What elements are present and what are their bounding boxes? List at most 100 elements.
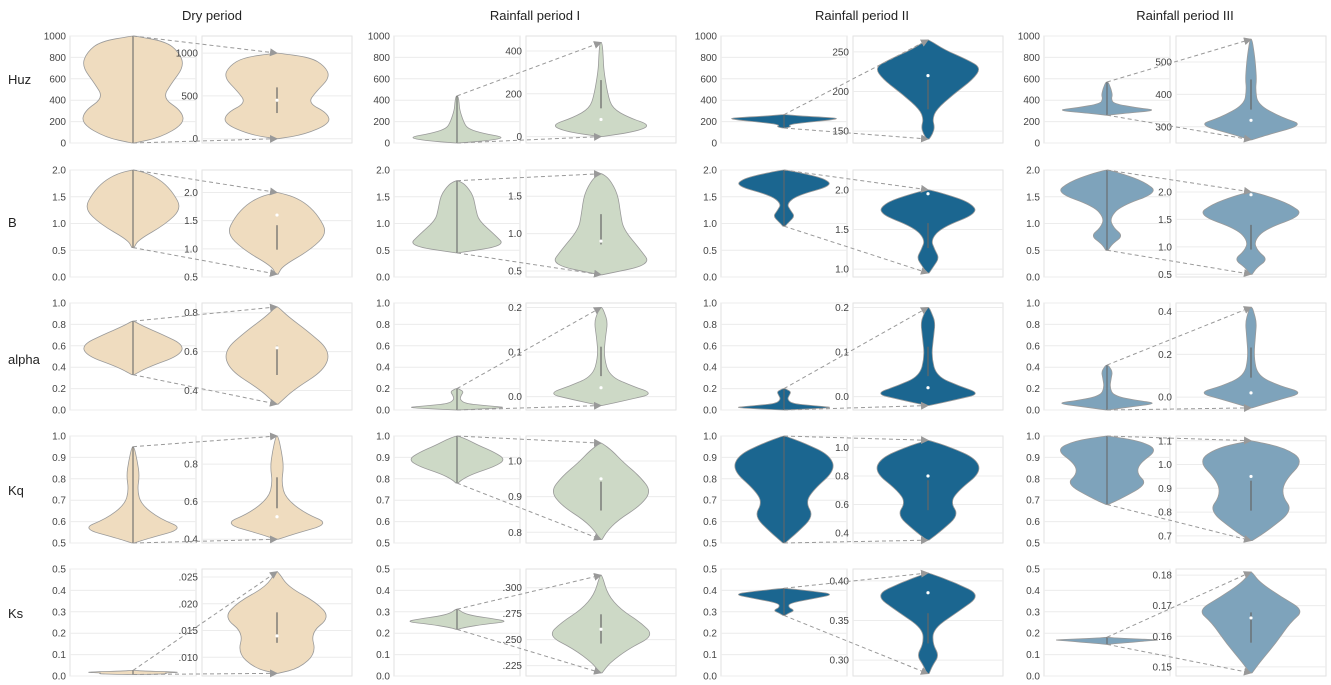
main-axes-frame: [1043, 568, 1171, 677]
main-tick-label: 0.1: [376, 650, 390, 661]
main-tick-label: 0.2: [52, 384, 66, 395]
zoom-tick-label: 1.5: [1158, 215, 1172, 226]
zoom-tick-label: 0.1: [508, 348, 522, 359]
zoom-axes-frame: [852, 35, 1004, 144]
connector-arrow-bottom: [783, 614, 929, 675]
zoom-tick-label: 0: [516, 132, 522, 143]
main-tick-label: 0.0: [1026, 273, 1040, 284]
zoom-tick-label: 1.1: [1158, 436, 1172, 447]
main-tick-label: 1000: [44, 32, 67, 43]
main-tick-label: 0.2: [376, 384, 390, 395]
main-tick-label: 600: [1023, 74, 1040, 85]
main-tick-label: 0.0: [376, 273, 390, 284]
connector-arrow-bottom: [132, 247, 278, 277]
main-tick-label: 0.4: [376, 363, 390, 374]
connector-arrow-bottom: [1106, 249, 1252, 278]
zoom-median-point: [599, 117, 603, 122]
zoom-axes-frame: [852, 302, 1004, 411]
main-tick-label: 0.6: [376, 341, 390, 352]
zoom-tick-label: 300: [1155, 122, 1172, 133]
main-tick-label: 600: [373, 74, 390, 85]
main-tick-label: 0.2: [703, 629, 717, 640]
zoom-axes-frame: [201, 35, 353, 144]
row-label-huz: Huz: [8, 72, 32, 87]
zoom-tick-label: 0.8: [835, 471, 849, 482]
main-tick-label: 0.6: [703, 517, 717, 528]
main-tick-label: 1.5: [1026, 192, 1040, 203]
connector-arrow-top: [1106, 169, 1252, 195]
main-tick-label: 1.5: [52, 192, 66, 203]
zoom-tick-label: 2.0: [835, 185, 849, 196]
zoom-tick-label: 0.15: [1153, 662, 1173, 673]
connector-arrow-top: [783, 435, 929, 445]
connector-arrow-top: [1106, 435, 1252, 445]
zoom-tick-label: 0.4: [1158, 307, 1172, 318]
main-tick-label: 0.5: [703, 246, 717, 257]
main-tick-label: 200: [49, 117, 66, 128]
main-tick-label: 0.8: [52, 320, 66, 331]
zoom-tick-label: 1.0: [835, 443, 849, 454]
connector-arrow-top: [132, 303, 278, 322]
main-tick-label: 0.2: [52, 629, 66, 640]
zoom-tick-label: 1.5: [184, 216, 198, 227]
main-tick-label: 0.8: [1026, 474, 1040, 485]
zoom-tick-label: 1.0: [835, 265, 849, 276]
main-tick-label: 1.0: [376, 219, 390, 230]
connector-arrow-bottom: [783, 401, 929, 411]
main-tick-label: 0.2: [1026, 384, 1040, 395]
connector-arrow-top: [456, 572, 602, 610]
zoom-tick-label: 2.0: [1158, 187, 1172, 198]
connector-arrow-bottom: [1106, 643, 1252, 676]
zoom-median-point: [599, 627, 603, 631]
main-tick-label: 0.3: [52, 607, 66, 618]
main-tick-label: 1.0: [52, 299, 66, 310]
main-tick-label: 0.6: [376, 517, 390, 528]
main-tick-label: 200: [1023, 117, 1040, 128]
row-label-ks: Ks: [8, 606, 24, 621]
main-tick-label: 1.0: [703, 432, 717, 443]
zoom-median-point: [1249, 193, 1253, 197]
zoom-tick-label: .020: [179, 599, 199, 610]
connector-arrow-bottom: [1106, 503, 1252, 543]
main-tick-label: 0.0: [1026, 406, 1040, 417]
main-tick-label: 800: [49, 53, 66, 64]
zoom-axes-frame: [852, 169, 1004, 278]
connector-arrow-top: [456, 41, 602, 97]
main-axes-frame: [720, 568, 848, 677]
zoom-median-point: [1249, 391, 1253, 395]
main-tick-label: 0.0: [376, 672, 390, 683]
zoom-median-point: [926, 591, 930, 595]
zoom-tick-label: 500: [181, 91, 198, 102]
main-tick-label: 2.0: [703, 166, 717, 177]
main-tick-label: 0.6: [703, 341, 717, 352]
zoom-tick-label: 1.0: [508, 229, 522, 240]
connector-arrow-top: [1106, 306, 1252, 366]
zoom-tick-label: 250: [832, 47, 849, 58]
main-tick-label: 1.0: [1026, 432, 1040, 443]
zoom-tick-label: 2.0: [184, 188, 198, 199]
connector-arrow-top: [783, 39, 929, 116]
main-tick-label: 2.0: [376, 166, 390, 177]
zoom-median-point: [275, 213, 279, 217]
zoom-tick-label: 0.2: [835, 303, 849, 314]
connector-arrow-bottom: [456, 252, 602, 278]
row-label-b: B: [8, 215, 17, 230]
main-tick-label: 200: [373, 117, 390, 128]
zoom-tick-label: 0.1: [835, 348, 849, 359]
main-tick-label: 0.4: [1026, 363, 1040, 374]
main-tick-label: 1000: [368, 32, 391, 43]
column-title-dry: Dry period: [182, 8, 242, 23]
zoom-median-point: [599, 239, 603, 243]
zoom-tick-label: 0.9: [1158, 484, 1172, 495]
main-tick-label: 0.0: [376, 406, 390, 417]
main-tick-label: 2.0: [52, 166, 66, 177]
connector-arrow-bottom: [783, 536, 929, 545]
zoom-tick-label: 0: [192, 134, 198, 145]
zoom-tick-label: 0.17: [1153, 601, 1173, 612]
main-tick-label: 1.0: [1026, 219, 1040, 230]
zoom-tick-label: 0.2: [1158, 350, 1172, 361]
main-tick-label: 1.0: [376, 432, 390, 443]
main-tick-label: 400: [700, 96, 717, 107]
main-tick-label: 0.0: [703, 406, 717, 417]
zoom-tick-label: 200: [505, 89, 522, 100]
